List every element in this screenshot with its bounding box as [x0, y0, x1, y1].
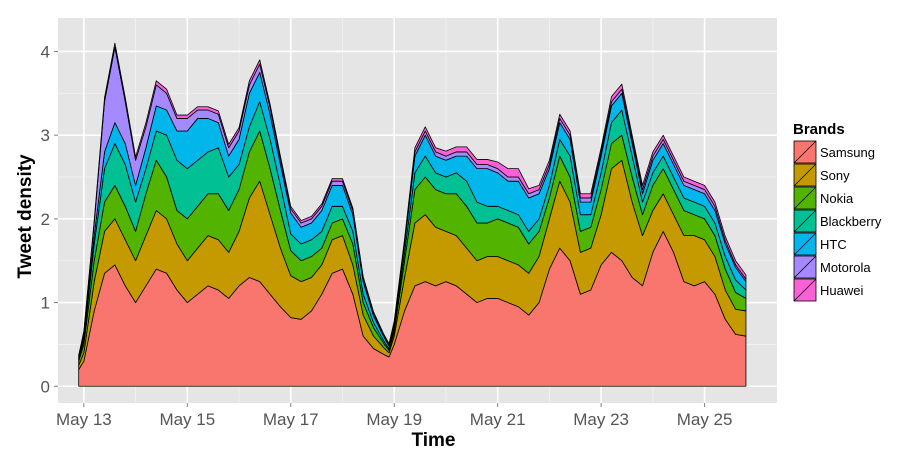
legend-item-samsung: Samsung	[793, 140, 875, 164]
legend-label: Blackberry	[820, 214, 882, 229]
legend-key-diagonal	[793, 186, 817, 210]
y-tick-label: 0	[41, 377, 50, 396]
y-tick-label: 2	[41, 210, 50, 229]
y-axis: 0 1 2 3 4	[41, 42, 58, 396]
legend-title: Brands	[793, 121, 845, 138]
legend-label: Nokia	[820, 191, 854, 206]
x-tick-label: May 15	[159, 410, 215, 429]
legend-label: Motorola	[820, 260, 871, 275]
y-tick-label: 3	[41, 126, 50, 145]
x-tick-label: May 21	[470, 410, 526, 429]
legend-label: Sony	[820, 168, 850, 183]
area-huawei	[78, 42, 747, 357]
x-tick-label: May 19	[366, 410, 422, 429]
y-tick-label: 4	[41, 42, 50, 61]
x-axis-title: Time	[411, 430, 455, 451]
legend-key-diagonal	[793, 140, 817, 164]
legend-item-nokia: Nokia	[793, 186, 854, 210]
legend-item-motorola: Motorola	[793, 255, 871, 279]
y-tick-label: 1	[41, 294, 50, 313]
legend-key-diagonal	[793, 232, 817, 256]
legend-item-blackberry: Blackberry	[793, 209, 882, 233]
legend: Brands Samsung Sony Nokia Blackberry HTC Moto…	[793, 121, 882, 302]
legend-item-htc: HTC	[793, 232, 847, 256]
legend-key-diagonal	[793, 255, 817, 279]
legend-key-diagonal	[793, 278, 817, 302]
area-series-layer	[78, 42, 747, 387]
x-tick-label: May 17	[263, 410, 319, 429]
legend-key-diagonal	[793, 209, 817, 233]
x-axis: May 13 May 15 May 17 May 19 May 21 May 23 May …	[56, 403, 732, 429]
legend-item-huawei: Huawei	[793, 278, 863, 302]
x-tick-label: May 13	[56, 410, 112, 429]
x-tick-label: May 23	[573, 410, 629, 429]
y-axis-title: Tweet density	[15, 154, 36, 279]
legend-key-diagonal	[793, 163, 817, 187]
legend-label: HTC	[820, 237, 847, 252]
x-tick-label: May 25	[677, 410, 733, 429]
legend-label: Samsung	[820, 145, 875, 160]
legend-item-sony: Sony	[793, 163, 850, 187]
legend-label: Huawei	[820, 283, 863, 298]
